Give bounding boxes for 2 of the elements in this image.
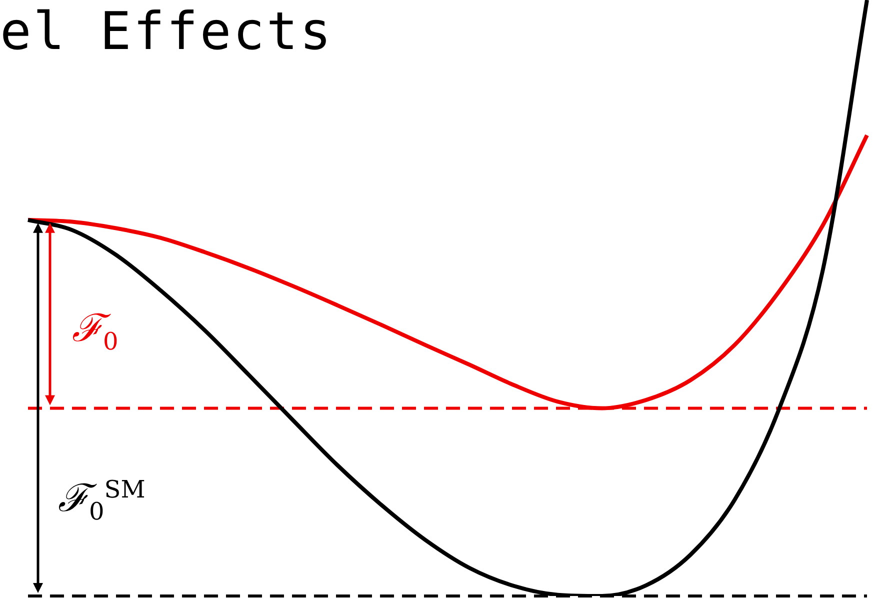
chart-title: el Effects xyxy=(0,2,334,62)
annotation: ℱ$_{0}$ xyxy=(72,305,118,356)
